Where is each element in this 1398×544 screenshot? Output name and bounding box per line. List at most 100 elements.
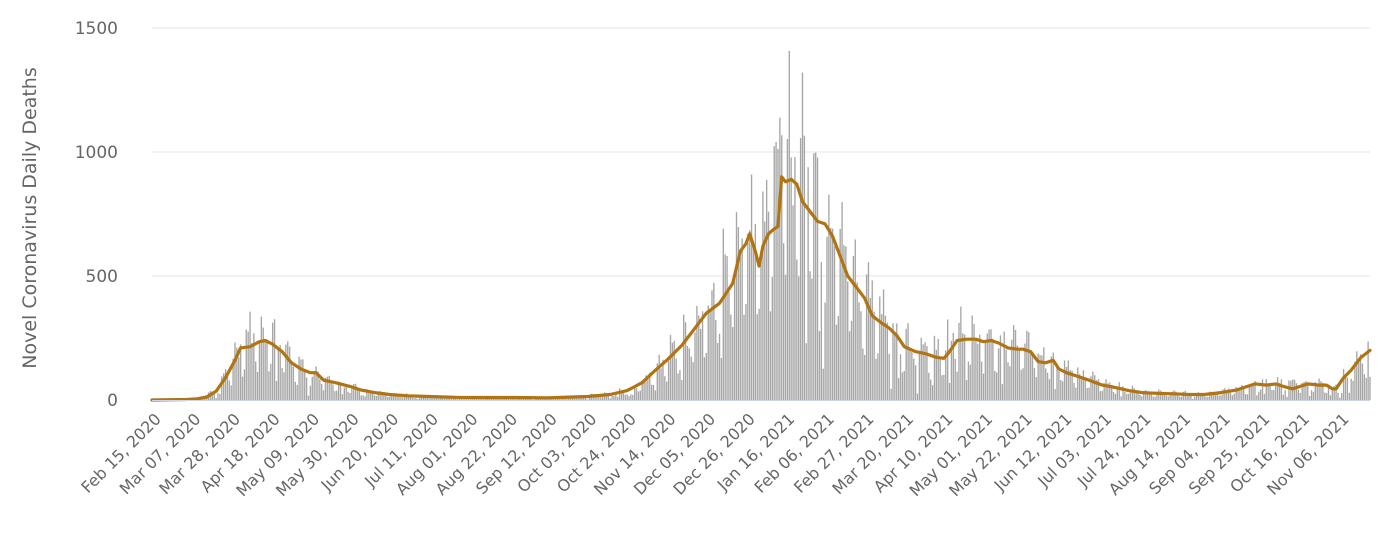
daily-bar	[1218, 395, 1220, 400]
daily-bar	[368, 391, 370, 400]
daily-bar	[398, 395, 400, 400]
daily-bar	[1094, 375, 1096, 400]
daily-bar	[1271, 390, 1273, 400]
daily-bar	[1109, 382, 1111, 400]
daily-bar	[381, 392, 383, 400]
daily-bar	[1295, 383, 1298, 400]
daily-bar	[743, 314, 745, 400]
daily-bar	[507, 398, 510, 400]
daily-bar	[1014, 329, 1017, 400]
daily-bar	[835, 324, 838, 400]
daily-bar	[422, 396, 425, 400]
daily-bar	[1299, 392, 1301, 400]
daily-bar	[1303, 382, 1305, 400]
daily-bar	[1239, 387, 1241, 400]
daily-bar	[428, 398, 430, 400]
y-tick-labels: 0 500 1000 1500	[75, 19, 118, 411]
daily-bar	[703, 357, 706, 400]
daily-bar	[300, 359, 302, 400]
daily-bar	[1246, 394, 1249, 400]
daily-bar	[1316, 383, 1318, 400]
daily-bar	[971, 315, 973, 400]
daily-bar	[586, 399, 589, 400]
daily-bar	[847, 281, 849, 400]
daily-bar	[724, 254, 726, 400]
daily-bar	[914, 365, 917, 400]
daily-bar	[353, 383, 355, 400]
daily-bar	[1112, 392, 1115, 400]
daily-bar	[1148, 392, 1151, 400]
daily-bar	[647, 378, 649, 400]
daily-bar	[767, 211, 770, 400]
daily-bar	[1348, 392, 1350, 400]
daily-bar	[818, 331, 821, 400]
daily-bar	[215, 398, 217, 400]
daily-bar	[905, 328, 907, 400]
daily-bar	[466, 398, 468, 400]
daily-bar	[1075, 387, 1077, 400]
daily-bar	[907, 323, 909, 400]
daily-bar	[304, 369, 306, 400]
daily-bar	[1050, 356, 1053, 400]
daily-bar	[973, 324, 975, 400]
daily-bar	[1354, 361, 1356, 400]
daily-bar	[1065, 366, 1068, 400]
daily-bar	[1203, 392, 1205, 400]
daily-bar	[1116, 388, 1119, 400]
daily-bar	[634, 385, 636, 400]
daily-bar	[275, 380, 278, 400]
daily-bar	[1327, 385, 1330, 400]
daily-bar	[324, 377, 327, 400]
daily-bar	[952, 332, 954, 400]
daily-bar	[1045, 368, 1047, 400]
daily-bar	[765, 179, 768, 400]
daily-bar	[930, 379, 932, 400]
daily-bar	[626, 394, 628, 400]
daily-bar	[468, 398, 470, 400]
daily-bar	[309, 385, 312, 400]
daily-bar	[1082, 370, 1085, 400]
daily-bar	[1263, 393, 1266, 400]
daily-bar	[1031, 352, 1034, 400]
daily-bar	[290, 362, 293, 400]
daily-bar	[790, 157, 792, 400]
daily-bar	[749, 230, 751, 400]
daily-bar	[277, 347, 280, 400]
daily-bar	[241, 376, 244, 400]
daily-bar	[1161, 392, 1164, 400]
daily-bar	[375, 396, 378, 400]
daily-bar	[877, 353, 879, 400]
daily-bar	[635, 388, 638, 400]
daily-bar	[1267, 383, 1269, 400]
daily-bar	[1131, 385, 1134, 400]
daily-bar	[1359, 354, 1362, 400]
daily-bar	[322, 390, 325, 400]
daily-bar	[317, 371, 319, 400]
daily-bar	[313, 372, 315, 400]
daily-bar	[560, 398, 562, 400]
daily-bar	[739, 256, 741, 400]
daily-bar	[916, 393, 919, 400]
daily-bar	[492, 398, 494, 400]
daily-bar	[684, 322, 687, 400]
daily-bar	[1073, 382, 1075, 400]
daily-bar	[865, 274, 868, 400]
daily-bar	[1210, 391, 1213, 400]
y-tick-label: 0	[107, 391, 118, 411]
daily-bar	[711, 290, 713, 400]
daily-bar	[1039, 355, 1041, 400]
daily-bar	[794, 157, 796, 400]
daily-bar	[779, 117, 781, 400]
daily-bar	[843, 245, 845, 400]
daily-bar	[253, 333, 255, 400]
daily-bar	[326, 376, 329, 400]
daily-bar	[752, 247, 755, 400]
daily-bar	[351, 386, 353, 400]
daily-bar	[1314, 382, 1316, 400]
daily-bar	[617, 396, 619, 400]
daily-bar	[571, 397, 574, 400]
daily-bar	[698, 315, 700, 400]
daily-bar	[1118, 382, 1120, 400]
daily-bar	[1143, 391, 1145, 400]
daily-bar	[762, 191, 764, 400]
